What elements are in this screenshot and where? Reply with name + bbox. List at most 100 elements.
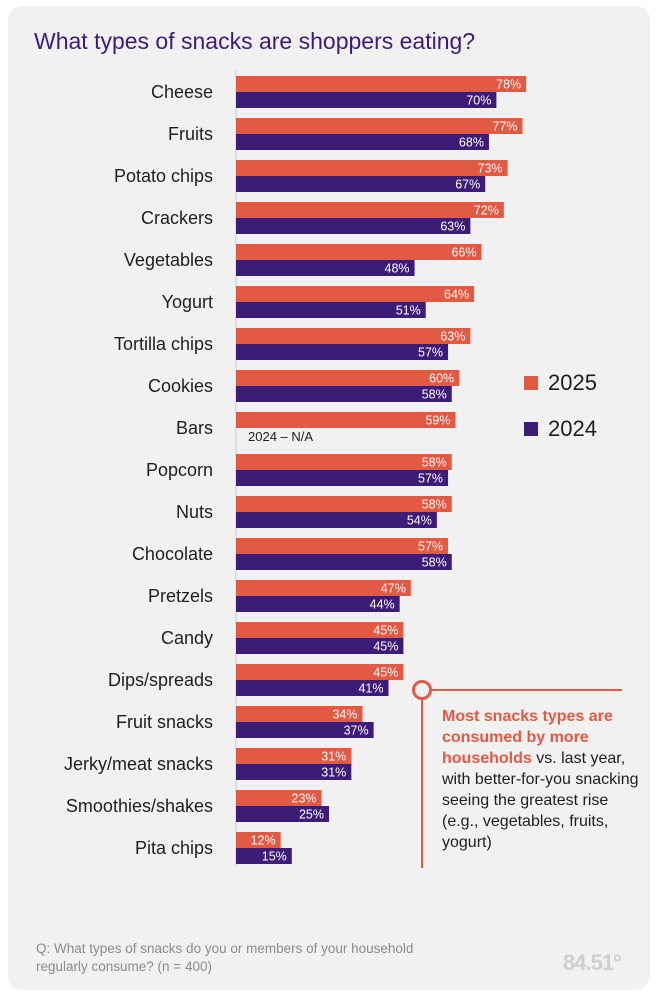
- data-label-2025-tortilla-chips: 63%: [440, 330, 465, 344]
- bar-2025-cookies: [236, 370, 460, 386]
- data-label-2024-jerky-meat-snacks: 31%: [321, 766, 346, 780]
- data-label-2025-fruit-snacks: 34%: [332, 708, 357, 722]
- data-label-2025-potato-chips: 73%: [478, 162, 503, 176]
- bar-2025-jerky-meat-snacks: [236, 748, 352, 764]
- category-label-fruits: Fruits: [168, 124, 213, 144]
- callout-highlight: Most snacks types are consumed by more h…: [442, 708, 613, 767]
- bar-2024-yogurt: [236, 302, 426, 318]
- bar-2024-fruit-snacks: [236, 722, 374, 738]
- category-label-crackers: Crackers: [141, 208, 213, 228]
- bar-2024-cheese: [236, 92, 497, 108]
- category-label-pretzels: Pretzels: [148, 586, 213, 606]
- bar-2025-fruit-snacks: [236, 706, 363, 722]
- data-label-2024-crackers: 63%: [440, 220, 465, 234]
- data-label-2025-vegetables: 66%: [451, 246, 476, 260]
- callout-text: Most snacks types are consumed by more h…: [442, 706, 642, 853]
- bar-2024-vegetables: [236, 260, 415, 276]
- callout-marker: [412, 680, 432, 700]
- bar-2025-yogurt: [236, 286, 475, 302]
- data-label-2024-fruit-snacks: 37%: [344, 724, 369, 738]
- data-label-2024-tortilla-chips: 57%: [418, 346, 443, 360]
- data-label-2024-chocolate: 58%: [422, 556, 447, 570]
- data-label-2025-bars: 59%: [425, 414, 450, 428]
- data-label-2025-cookies: 60%: [429, 372, 454, 386]
- data-label-2025-pita-chips: 12%: [251, 834, 276, 848]
- category-label-bars: Bars: [176, 418, 213, 438]
- bar-2025-cheese: [236, 76, 527, 92]
- data-label-2025-candy: 45%: [373, 624, 398, 638]
- category-label-nuts: Nuts: [176, 502, 213, 522]
- bar-2025-vegetables: [236, 244, 482, 260]
- category-label-smoothies-shakes: Smoothies/shakes: [66, 796, 213, 816]
- bar-2024-candy: [236, 638, 404, 654]
- bar-2024-tortilla-chips: [236, 344, 449, 360]
- data-label-2024-popcorn: 57%: [418, 472, 443, 486]
- category-label-cookies: Cookies: [148, 376, 213, 396]
- data-label-2025-cheese: 78%: [496, 78, 521, 92]
- bar-2025-crackers: [236, 202, 504, 218]
- data-label-2024-vegetables: 48%: [385, 262, 410, 276]
- bar-2024-crackers: [236, 218, 471, 234]
- bar-2025-nuts: [236, 496, 452, 512]
- data-label-2024-yogurt: 51%: [396, 304, 421, 318]
- bar-2024-smoothies-shakes: [236, 806, 329, 822]
- category-label-yogurt: Yogurt: [162, 292, 213, 312]
- data-label-2025-pretzels: 47%: [381, 582, 406, 596]
- bar-2024-popcorn: [236, 470, 449, 486]
- bar-2024-fruits: [236, 134, 489, 150]
- footnote: Q: What types of snacks do you or member…: [36, 941, 414, 974]
- chart-title: What types of snacks are shoppers eating…: [34, 28, 476, 54]
- data-label-2025-jerky-meat-snacks: 31%: [321, 750, 346, 764]
- category-label-pita-chips: Pita chips: [135, 838, 213, 858]
- category-label-jerky-meat-snacks: Jerky/meat snacks: [64, 754, 213, 774]
- brand-logo: 84.51°: [563, 950, 622, 975]
- data-label-2024-dips-spreads: 41%: [358, 682, 383, 696]
- data-label-2024-fruits: 68%: [459, 136, 484, 150]
- bar-2025-candy: [236, 622, 404, 638]
- category-label-tortilla-chips: Tortilla chips: [114, 334, 213, 354]
- category-label-chocolate: Chocolate: [132, 544, 213, 564]
- bar-2025-potato-chips: [236, 160, 508, 176]
- data-label-2024-pretzels: 44%: [370, 598, 395, 612]
- bar-2024-cookies: [236, 386, 452, 402]
- legend-swatch-2025: [524, 376, 538, 390]
- bar-2024-chocolate: [236, 554, 452, 570]
- legend-label-2025: 2025: [548, 370, 597, 395]
- data-label-2025-dips-spreads: 45%: [373, 666, 398, 680]
- category-label-vegetables: Vegetables: [124, 250, 213, 270]
- bar-2025-fruits: [236, 118, 523, 134]
- bar-2024-pretzels: [236, 596, 400, 612]
- callout-line: [432, 689, 622, 691]
- category-label-cheese: Cheese: [151, 82, 213, 102]
- bar-2025-bars: [236, 412, 456, 428]
- legend-item-2024: 2024: [524, 416, 597, 442]
- bar-2025-tortilla-chips: [236, 328, 471, 344]
- bar-2024-potato-chips: [236, 176, 486, 192]
- legend-item-2025: 2025: [524, 370, 597, 396]
- callout-body: vs. last year, with better-for-you snack…: [442, 750, 639, 851]
- data-label-2025-yogurt: 64%: [444, 288, 469, 302]
- category-label-dips-spreads: Dips/spreads: [108, 670, 213, 690]
- data-label-2024-pita-chips: 15%: [262, 850, 287, 864]
- category-label-potato-chips: Potato chips: [114, 166, 213, 186]
- legend-label-2024: 2024: [548, 416, 597, 441]
- category-label-candy: Candy: [161, 628, 213, 648]
- bar-2024-nuts: [236, 512, 437, 528]
- bar-2025-pretzels: [236, 580, 411, 596]
- data-label-2024-candy: 45%: [373, 640, 398, 654]
- data-label-2025-nuts: 58%: [422, 498, 447, 512]
- data-label-2024-cookies: 58%: [422, 388, 447, 402]
- data-label-2025-crackers: 72%: [474, 204, 499, 218]
- bar-2024-pita-chips: [236, 848, 292, 864]
- data-label-2025-fruits: 77%: [492, 120, 517, 134]
- category-label-fruit-snacks: Fruit snacks: [116, 712, 213, 732]
- legend-swatch-2024: [524, 422, 538, 436]
- bar-2024-jerky-meat-snacks: [236, 764, 352, 780]
- data-label-2024-potato-chips: 67%: [455, 178, 480, 192]
- data-label-2024-smoothies-shakes: 25%: [299, 808, 324, 822]
- bar-2025-dips-spreads: [236, 664, 404, 680]
- bar-2025-smoothies-shakes: [236, 790, 322, 806]
- data-label-2024-nuts: 54%: [407, 514, 432, 528]
- data-label-2025-popcorn: 58%: [422, 456, 447, 470]
